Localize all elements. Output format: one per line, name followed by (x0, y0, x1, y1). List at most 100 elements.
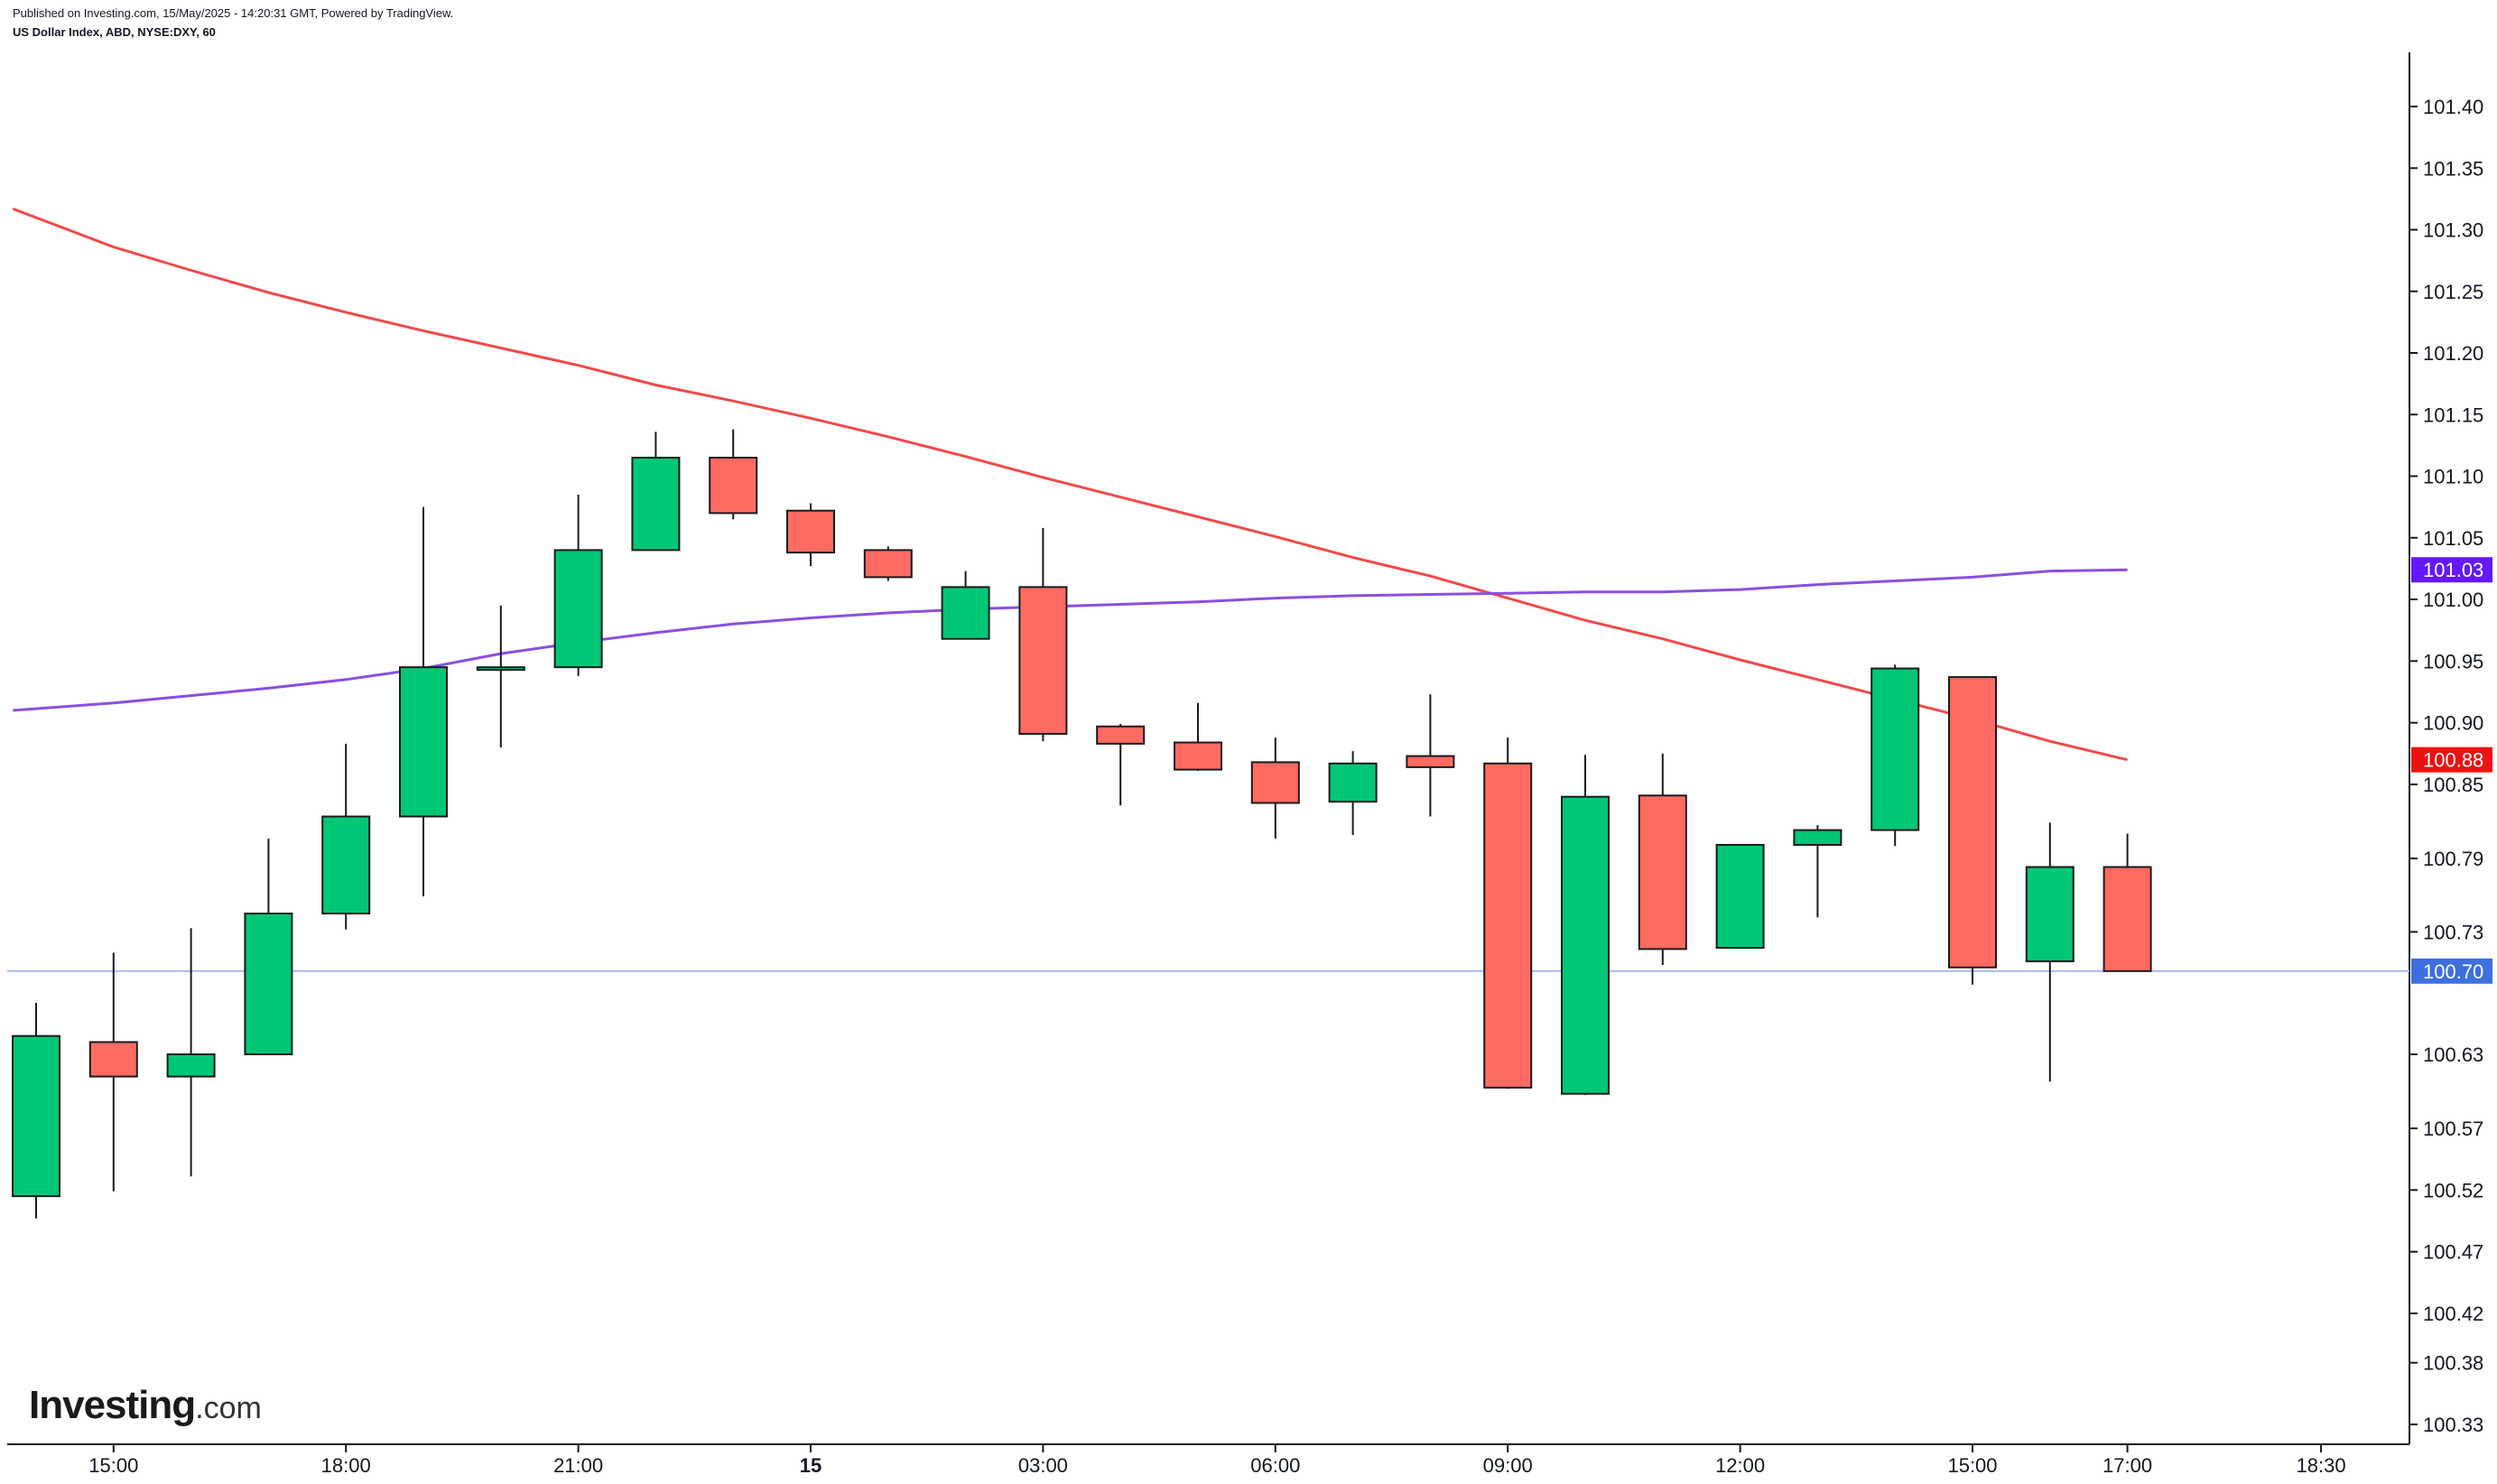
time-tick-label: 15:00 (88, 1454, 138, 1477)
time-tick-label: 15:00 (1947, 1454, 1997, 1477)
candle (631, 431, 681, 552)
publish-info: Published on Investing.com, 15/May/2025 … (13, 6, 454, 20)
candle-body-up (244, 913, 293, 1055)
price-tick-label: 101.25 (2423, 281, 2483, 303)
candle-body-down (1174, 741, 1222, 771)
candle (941, 570, 990, 640)
price-tick-label: 100.95 (2423, 650, 2483, 672)
candle (399, 506, 448, 897)
candle-body-up (1328, 762, 1378, 803)
symbol-title: US Dollar Index, ABD, NYSE:DXY, 60 (13, 25, 216, 39)
candles (12, 429, 2152, 1219)
candle-body-up (553, 549, 603, 669)
price-tick-label: 100.57 (2423, 1118, 2483, 1140)
candle (2102, 833, 2152, 972)
price-badge: 101.03 (2411, 557, 2492, 583)
candle-body-up (166, 1053, 216, 1078)
candle (2025, 822, 2075, 1082)
candle (553, 494, 603, 676)
candle-body-up (2025, 866, 2075, 962)
candle-body-up (1793, 829, 1843, 846)
price-tick-label: 101.30 (2423, 219, 2483, 242)
candle (1096, 724, 1146, 806)
price-badge-label: 100.88 (2423, 749, 2483, 772)
price-tick-label: 101.15 (2423, 403, 2483, 426)
candle (12, 1003, 60, 1219)
price-tick-label: 101.20 (2423, 342, 2483, 365)
logo-suffix: .com (195, 1391, 262, 1425)
chart-header: Published on Investing.com, 15/May/2025 … (13, 7, 453, 38)
candle (1483, 737, 1533, 1090)
time-ticks: 15:00 18:00 21:00 15 03:00 06:00 09:00 12:00 15:… (88, 1444, 2346, 1477)
price-tick-label: 100.52 (2423, 1179, 2483, 1201)
price-badges: 101.03 100.88 100.70 (2411, 557, 2492, 984)
time-tick-label: 12:00 (1715, 1454, 1765, 1477)
moving-average-purple (13, 568, 2128, 712)
candle (709, 429, 758, 520)
candle (1406, 694, 1455, 817)
price-tick-label: 100.47 (2423, 1241, 2483, 1264)
candle-body-up (1715, 843, 1765, 950)
price-tick-label: 101.40 (2423, 96, 2483, 118)
price-tick-label: 101.05 (2423, 527, 2483, 550)
time-tick-label: 06:00 (1250, 1454, 1300, 1477)
price-tick-label: 100.85 (2423, 774, 2483, 796)
candle (1870, 664, 1920, 847)
candle-body-up (321, 815, 371, 915)
candle-body-up (631, 457, 681, 552)
logo-text: Investing (29, 1383, 196, 1427)
candle-body-up (1561, 795, 1610, 1095)
candle (863, 546, 913, 581)
price-badge: 100.88 (2411, 747, 2492, 773)
candle (1638, 753, 1687, 965)
moving-average-red (12, 207, 2128, 762)
candle-body-up (476, 666, 525, 672)
price-tick-label: 101.35 (2423, 157, 2483, 180)
candle (1715, 843, 1765, 950)
candle (476, 605, 525, 747)
moving-averages (12, 207, 2128, 762)
candle (1948, 676, 1997, 985)
candle (1250, 737, 1300, 839)
candle-body-up (941, 586, 990, 640)
price-tick-label: 101.00 (2423, 589, 2483, 611)
price-tick-label: 100.42 (2423, 1303, 2483, 1325)
price-ticks: 101.40 101.35 101.30 101.25 101.20 101.15 101.… (2409, 96, 2483, 1436)
candle-body-down (786, 509, 835, 554)
candle-body-down (1250, 761, 1300, 804)
candle-body-down (1483, 762, 1533, 1089)
candle-body-down (1948, 676, 1997, 969)
price-tick-label: 100.90 (2423, 712, 2483, 735)
candle (321, 743, 371, 930)
candle-body-up (399, 666, 448, 818)
candle (166, 928, 216, 1177)
price-tick-label: 101.10 (2423, 466, 2483, 488)
price-tick-label: 100.79 (2423, 848, 2483, 870)
time-tick-label: 15 (800, 1454, 822, 1477)
time-tick-label: 09:00 (1483, 1454, 1533, 1477)
price-badge: 100.70 (2411, 958, 2492, 984)
candle-body-down (1018, 586, 1068, 735)
candle-body-down (1638, 794, 1687, 951)
candle (1561, 755, 1610, 1096)
time-tick-label: 17:00 (2102, 1454, 2152, 1477)
candle-body-down (88, 1041, 138, 1078)
candle-body-down (1096, 725, 1146, 745)
candle-body-up (12, 1034, 60, 1198)
time-tick-label: 18:30 (2297, 1454, 2346, 1477)
candle (88, 952, 138, 1192)
candle (1018, 527, 1068, 742)
price-badge-bg (2411, 557, 2492, 583)
price-tick-label: 100.33 (2423, 1414, 2483, 1436)
candle (1174, 702, 1222, 771)
candle (244, 839, 293, 1055)
price-badge-label: 101.03 (2423, 559, 2483, 581)
candle-body-up (1870, 667, 1920, 831)
time-tick-label: 21:00 (553, 1454, 603, 1477)
time-tick-label: 03:00 (1018, 1454, 1068, 1477)
price-badge-bg (2411, 747, 2492, 773)
price-tick-label: 100.38 (2423, 1352, 2483, 1375)
candle-body-down (709, 457, 758, 515)
time-tick-label: 18:00 (321, 1454, 371, 1477)
